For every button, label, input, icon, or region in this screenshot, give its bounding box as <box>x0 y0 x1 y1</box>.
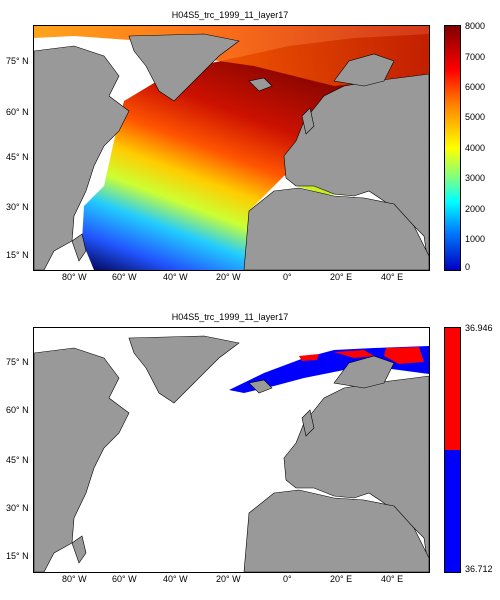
panel2-colorbar-tick: 36.712 <box>465 564 493 574</box>
panel1-lon-tick: 20° E <box>330 272 353 282</box>
panel1-colorbar <box>444 25 461 271</box>
panel2-red-patch <box>299 354 319 361</box>
panel2-lat-tick: 75° N <box>6 357 29 367</box>
panel1-title: H04S5_trc_1999_11_layer17 <box>171 10 289 20</box>
panel2-lat-tick: 45° N <box>6 455 29 465</box>
panel1-tracer-north <box>34 26 429 86</box>
panel1-lon-tick: 60° W <box>112 272 137 282</box>
panel1-colorbar-tick: 1000 <box>465 234 486 244</box>
panel1-lat-tick: 45° N <box>6 152 29 162</box>
panel2-title: H04S5_trc_1999_11_layer17 <box>171 312 289 322</box>
panel2-lat-tick: 15° N <box>6 551 29 561</box>
panel2-lon-tick: 60° W <box>112 574 137 584</box>
panel1-colorbar-tick: 7000 <box>465 52 486 62</box>
panel1-lat-tick: 60° N <box>6 107 29 117</box>
panel1-colorbar-tick: 3000 <box>465 173 486 183</box>
panel1-lat-tick: 75° N <box>6 56 29 66</box>
panel2-colorbar-tick: 36.946 <box>465 323 493 333</box>
panel2-lat-tick: 30° N <box>6 503 29 513</box>
panel1-colorbar-tick: 4000 <box>465 143 486 153</box>
panel1-colorbar-tick: 6000 <box>465 82 486 92</box>
panel1-lat-tick: 15° N <box>6 250 29 260</box>
panel2-land <box>34 335 429 572</box>
panel2-lon-tick: 20° E <box>330 574 353 584</box>
panel1-colorbar-tick: 8000 <box>465 21 486 31</box>
panel1-lat-tick: 30° N <box>6 202 29 212</box>
panel2-lon-tick: 80° W <box>62 574 87 584</box>
panel2-lon-tick: 40° W <box>163 574 188 584</box>
panel2-colorbar <box>444 327 461 573</box>
panel1-lon-tick: 80° W <box>62 272 87 282</box>
panel2-red-patch <box>334 350 374 358</box>
panel2-map-svg <box>34 335 429 572</box>
panel1-lon-tick: 40° E <box>381 272 404 282</box>
panel2-lat-tick: 60° N <box>6 405 29 415</box>
panel1-land <box>34 33 429 270</box>
panel1-map[interactable] <box>33 25 430 271</box>
panel2-lon-tick: 0° <box>283 574 292 584</box>
panel2-red-patch <box>384 347 424 364</box>
panel1-colorbar-tick: 2000 <box>465 204 486 214</box>
panel1-map-svg <box>34 26 429 270</box>
panel2-lon-tick: 40° E <box>381 574 404 584</box>
panel1-colorbar-tick: 0 <box>465 262 471 272</box>
panel1-lon-tick: 40° W <box>163 272 188 282</box>
panel1-lon-tick: 20° W <box>216 272 241 282</box>
panel2-lon-tick: 20° W <box>216 574 241 584</box>
panel1-colorbar-tick: 5000 <box>465 112 486 122</box>
panel2-map[interactable] <box>33 327 430 573</box>
panel1-lon-tick: 0° <box>283 272 292 282</box>
